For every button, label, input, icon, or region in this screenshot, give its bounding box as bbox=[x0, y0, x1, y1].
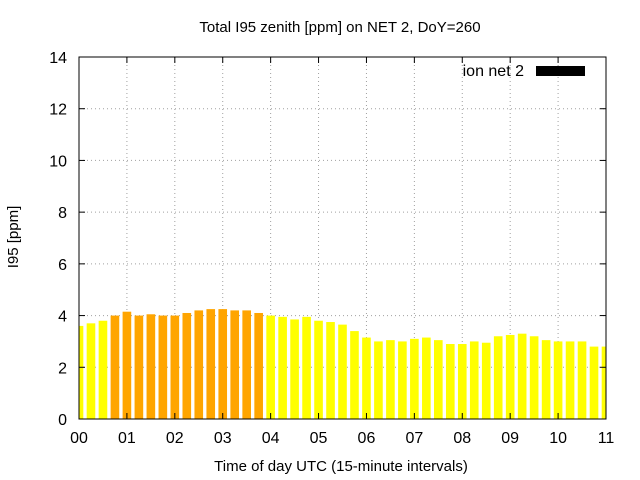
bar bbox=[398, 341, 407, 419]
plot-frame bbox=[78, 56, 607, 420]
x-tick-label: 06 bbox=[358, 430, 376, 447]
bar bbox=[170, 315, 180, 419]
bar bbox=[278, 316, 287, 419]
bar bbox=[302, 316, 311, 419]
bar bbox=[386, 340, 395, 419]
bar bbox=[505, 334, 515, 419]
bars bbox=[79, 309, 606, 419]
grid bbox=[79, 56, 606, 419]
x-tick-label: 02 bbox=[166, 430, 184, 447]
bar bbox=[577, 341, 587, 419]
bar bbox=[98, 320, 108, 419]
bar bbox=[434, 340, 443, 419]
bar bbox=[422, 337, 431, 419]
bar bbox=[362, 337, 371, 419]
bar bbox=[410, 338, 419, 419]
y-axis-title: I95 [ppm] bbox=[5, 206, 22, 269]
bar bbox=[338, 324, 347, 419]
bar bbox=[122, 311, 132, 419]
x-tick-label: 05 bbox=[310, 430, 328, 447]
bar bbox=[194, 310, 204, 419]
bar bbox=[242, 310, 251, 419]
bar bbox=[553, 341, 563, 419]
bar bbox=[326, 322, 335, 419]
bar bbox=[541, 340, 551, 419]
bar bbox=[134, 315, 144, 419]
bar bbox=[457, 344, 467, 419]
x-axis-title: Time of day UTC (15-minute intervals) bbox=[214, 458, 468, 475]
x-tick-label: 01 bbox=[118, 430, 136, 447]
y-tick-label: 2 bbox=[58, 360, 67, 377]
bar bbox=[230, 310, 240, 419]
bar bbox=[601, 346, 606, 419]
bar bbox=[517, 333, 527, 419]
legend-swatch bbox=[536, 66, 585, 76]
x-tick-label: 03 bbox=[214, 430, 232, 447]
bar bbox=[266, 315, 275, 419]
bar bbox=[314, 320, 323, 419]
bar bbox=[589, 346, 599, 419]
x-tick-label: 11 bbox=[598, 430, 615, 447]
bar bbox=[374, 341, 383, 419]
bar bbox=[79, 325, 84, 419]
y-tick-label: 8 bbox=[58, 205, 67, 222]
bar bbox=[481, 342, 491, 419]
y-tick-label: 12 bbox=[49, 102, 67, 119]
x-tick-label: 08 bbox=[453, 430, 471, 447]
y-tick-label: 4 bbox=[58, 309, 67, 326]
y-tick-label: 10 bbox=[49, 153, 67, 170]
bar bbox=[206, 309, 216, 419]
bar bbox=[110, 315, 120, 419]
y-tick-label: 6 bbox=[58, 257, 67, 274]
bar bbox=[254, 312, 263, 419]
chart-title: Total I95 zenith [ppm] on NET 2, DoY=260 bbox=[199, 19, 480, 36]
bar bbox=[445, 344, 455, 419]
bar bbox=[86, 323, 96, 419]
bar bbox=[469, 341, 479, 419]
bar bbox=[146, 314, 156, 419]
bar bbox=[529, 336, 539, 419]
legend: ion net 2 bbox=[463, 63, 585, 80]
x-tick-label: 04 bbox=[262, 430, 280, 447]
x-tick-label: 07 bbox=[405, 430, 423, 447]
bar bbox=[218, 309, 228, 419]
x-tick-label: 10 bbox=[549, 430, 567, 447]
y-tick-label: 14 bbox=[49, 50, 67, 67]
bar bbox=[290, 319, 299, 419]
y-tick-label: 0 bbox=[58, 412, 67, 429]
bar bbox=[493, 336, 503, 419]
bar bbox=[158, 315, 168, 419]
x-tick-label: 00 bbox=[70, 430, 88, 447]
bar bbox=[565, 341, 575, 419]
legend-label: ion net 2 bbox=[463, 63, 524, 80]
x-tick-label: 09 bbox=[501, 430, 519, 447]
bar bbox=[182, 312, 192, 419]
bar bbox=[350, 331, 359, 419]
